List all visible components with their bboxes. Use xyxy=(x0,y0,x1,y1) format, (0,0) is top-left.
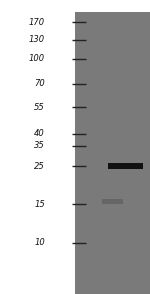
Text: 55: 55 xyxy=(34,103,45,112)
Bar xyxy=(0,0,150,12)
Text: 70: 70 xyxy=(34,79,45,88)
Bar xyxy=(75,0,150,294)
Text: 15: 15 xyxy=(34,200,45,209)
Text: 25: 25 xyxy=(34,162,45,171)
Text: 10: 10 xyxy=(34,238,45,247)
Text: 35: 35 xyxy=(34,141,45,150)
Text: 100: 100 xyxy=(29,54,45,63)
Bar xyxy=(108,163,142,169)
Text: 40: 40 xyxy=(34,129,45,138)
Text: 130: 130 xyxy=(29,35,45,44)
Bar xyxy=(102,199,123,204)
Text: 170: 170 xyxy=(29,18,45,26)
